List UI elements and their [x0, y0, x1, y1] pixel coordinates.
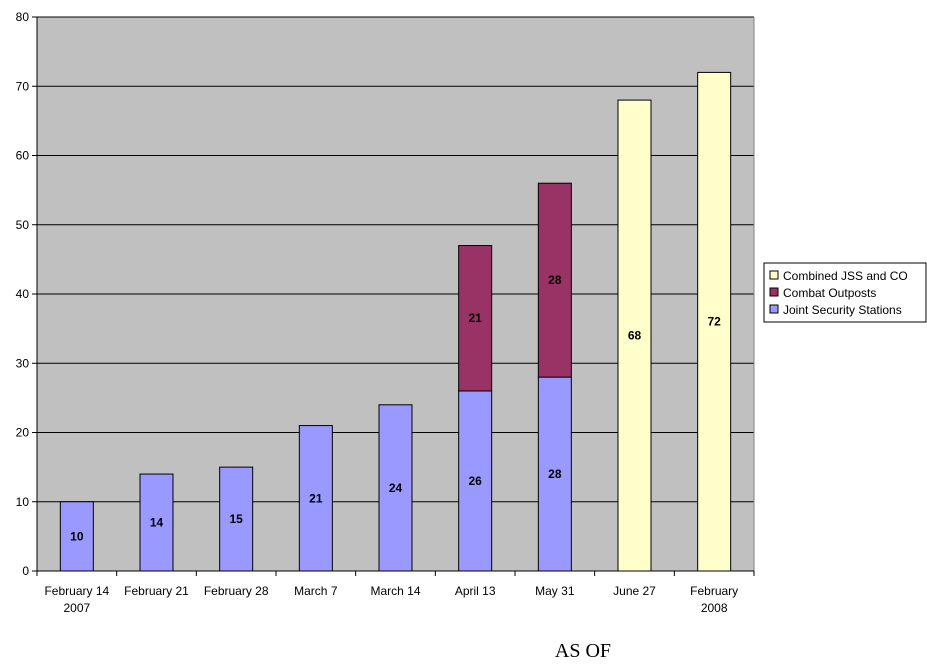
x-tick-label: February 2008 — [690, 584, 738, 615]
y-tick-label: 70 — [16, 79, 30, 93]
y-tick-label: 0 — [22, 564, 29, 578]
y-axis: 0 10 20 30 40 50 60 70 80 — [16, 10, 38, 578]
legend-label: Joint Security Stations — [783, 303, 902, 317]
y-tick-label: 30 — [16, 356, 30, 370]
bar-joint-security-stations — [378, 404, 413, 572]
y-tick-label: 20 — [16, 426, 30, 440]
y-tick-label: 10 — [16, 495, 30, 509]
legend-box — [763, 262, 927, 323]
x-tick-label: March 14 — [370, 584, 420, 598]
bar-joint-security-stations — [537, 376, 572, 572]
x-axis: February 14 2007 February 21 February 28 Mar… — [36, 570, 755, 615]
data-label: 28 — [548, 467, 562, 481]
x-axis-title: AS OF — [555, 640, 611, 662]
bar-combat-outposts — [458, 245, 493, 392]
x-tick-label: February 14 2007 — [44, 584, 109, 615]
data-label: 21 — [309, 491, 323, 505]
bars — [59, 71, 732, 572]
y-tick-label: 80 — [16, 10, 30, 24]
data-label: 28 — [548, 273, 562, 287]
bar-combined-jss-and-co — [697, 71, 732, 572]
legend-label: Combined JSS and CO — [783, 269, 908, 283]
data-label: 72 — [707, 315, 721, 329]
data-label: 15 — [229, 512, 243, 526]
bar-joint-security-stations — [298, 425, 333, 572]
legend-swatch — [769, 304, 779, 314]
legend-swatch — [769, 287, 779, 297]
y-tick-label: 50 — [16, 218, 30, 232]
bar-joint-security-stations — [458, 390, 493, 572]
x-tick-label: March 7 — [294, 584, 338, 598]
x-tick-label: February 28 — [204, 584, 269, 598]
data-labels: 10 14 15 21 24 26 21 28 28 68 72 — [70, 273, 721, 543]
y-tick-label: 40 — [16, 287, 30, 301]
data-label: 26 — [468, 474, 482, 488]
bar-joint-security-stations — [59, 501, 94, 572]
legend-label: Combat Outposts — [783, 286, 876, 300]
legend: Combined JSS and CO Combat Outposts Joint … — [763, 262, 927, 323]
x-tick-label: June 27 — [613, 584, 656, 598]
data-label: 68 — [628, 329, 642, 343]
bar-combined-jss-and-co — [617, 99, 652, 572]
x-tick-label: May 31 — [535, 584, 575, 598]
data-label: 21 — [468, 311, 482, 325]
x-tick-label: April 13 — [455, 584, 496, 598]
y-tick-label: 60 — [16, 149, 30, 163]
bar-joint-security-stations — [219, 466, 254, 572]
bar-joint-security-stations — [139, 473, 174, 572]
x-tick-label: February 21 — [124, 584, 189, 598]
legend-swatch — [769, 270, 779, 280]
bar-combat-outposts — [537, 182, 572, 378]
data-label: 14 — [150, 516, 164, 530]
data-label: 10 — [70, 529, 84, 543]
data-label: 24 — [389, 481, 403, 495]
